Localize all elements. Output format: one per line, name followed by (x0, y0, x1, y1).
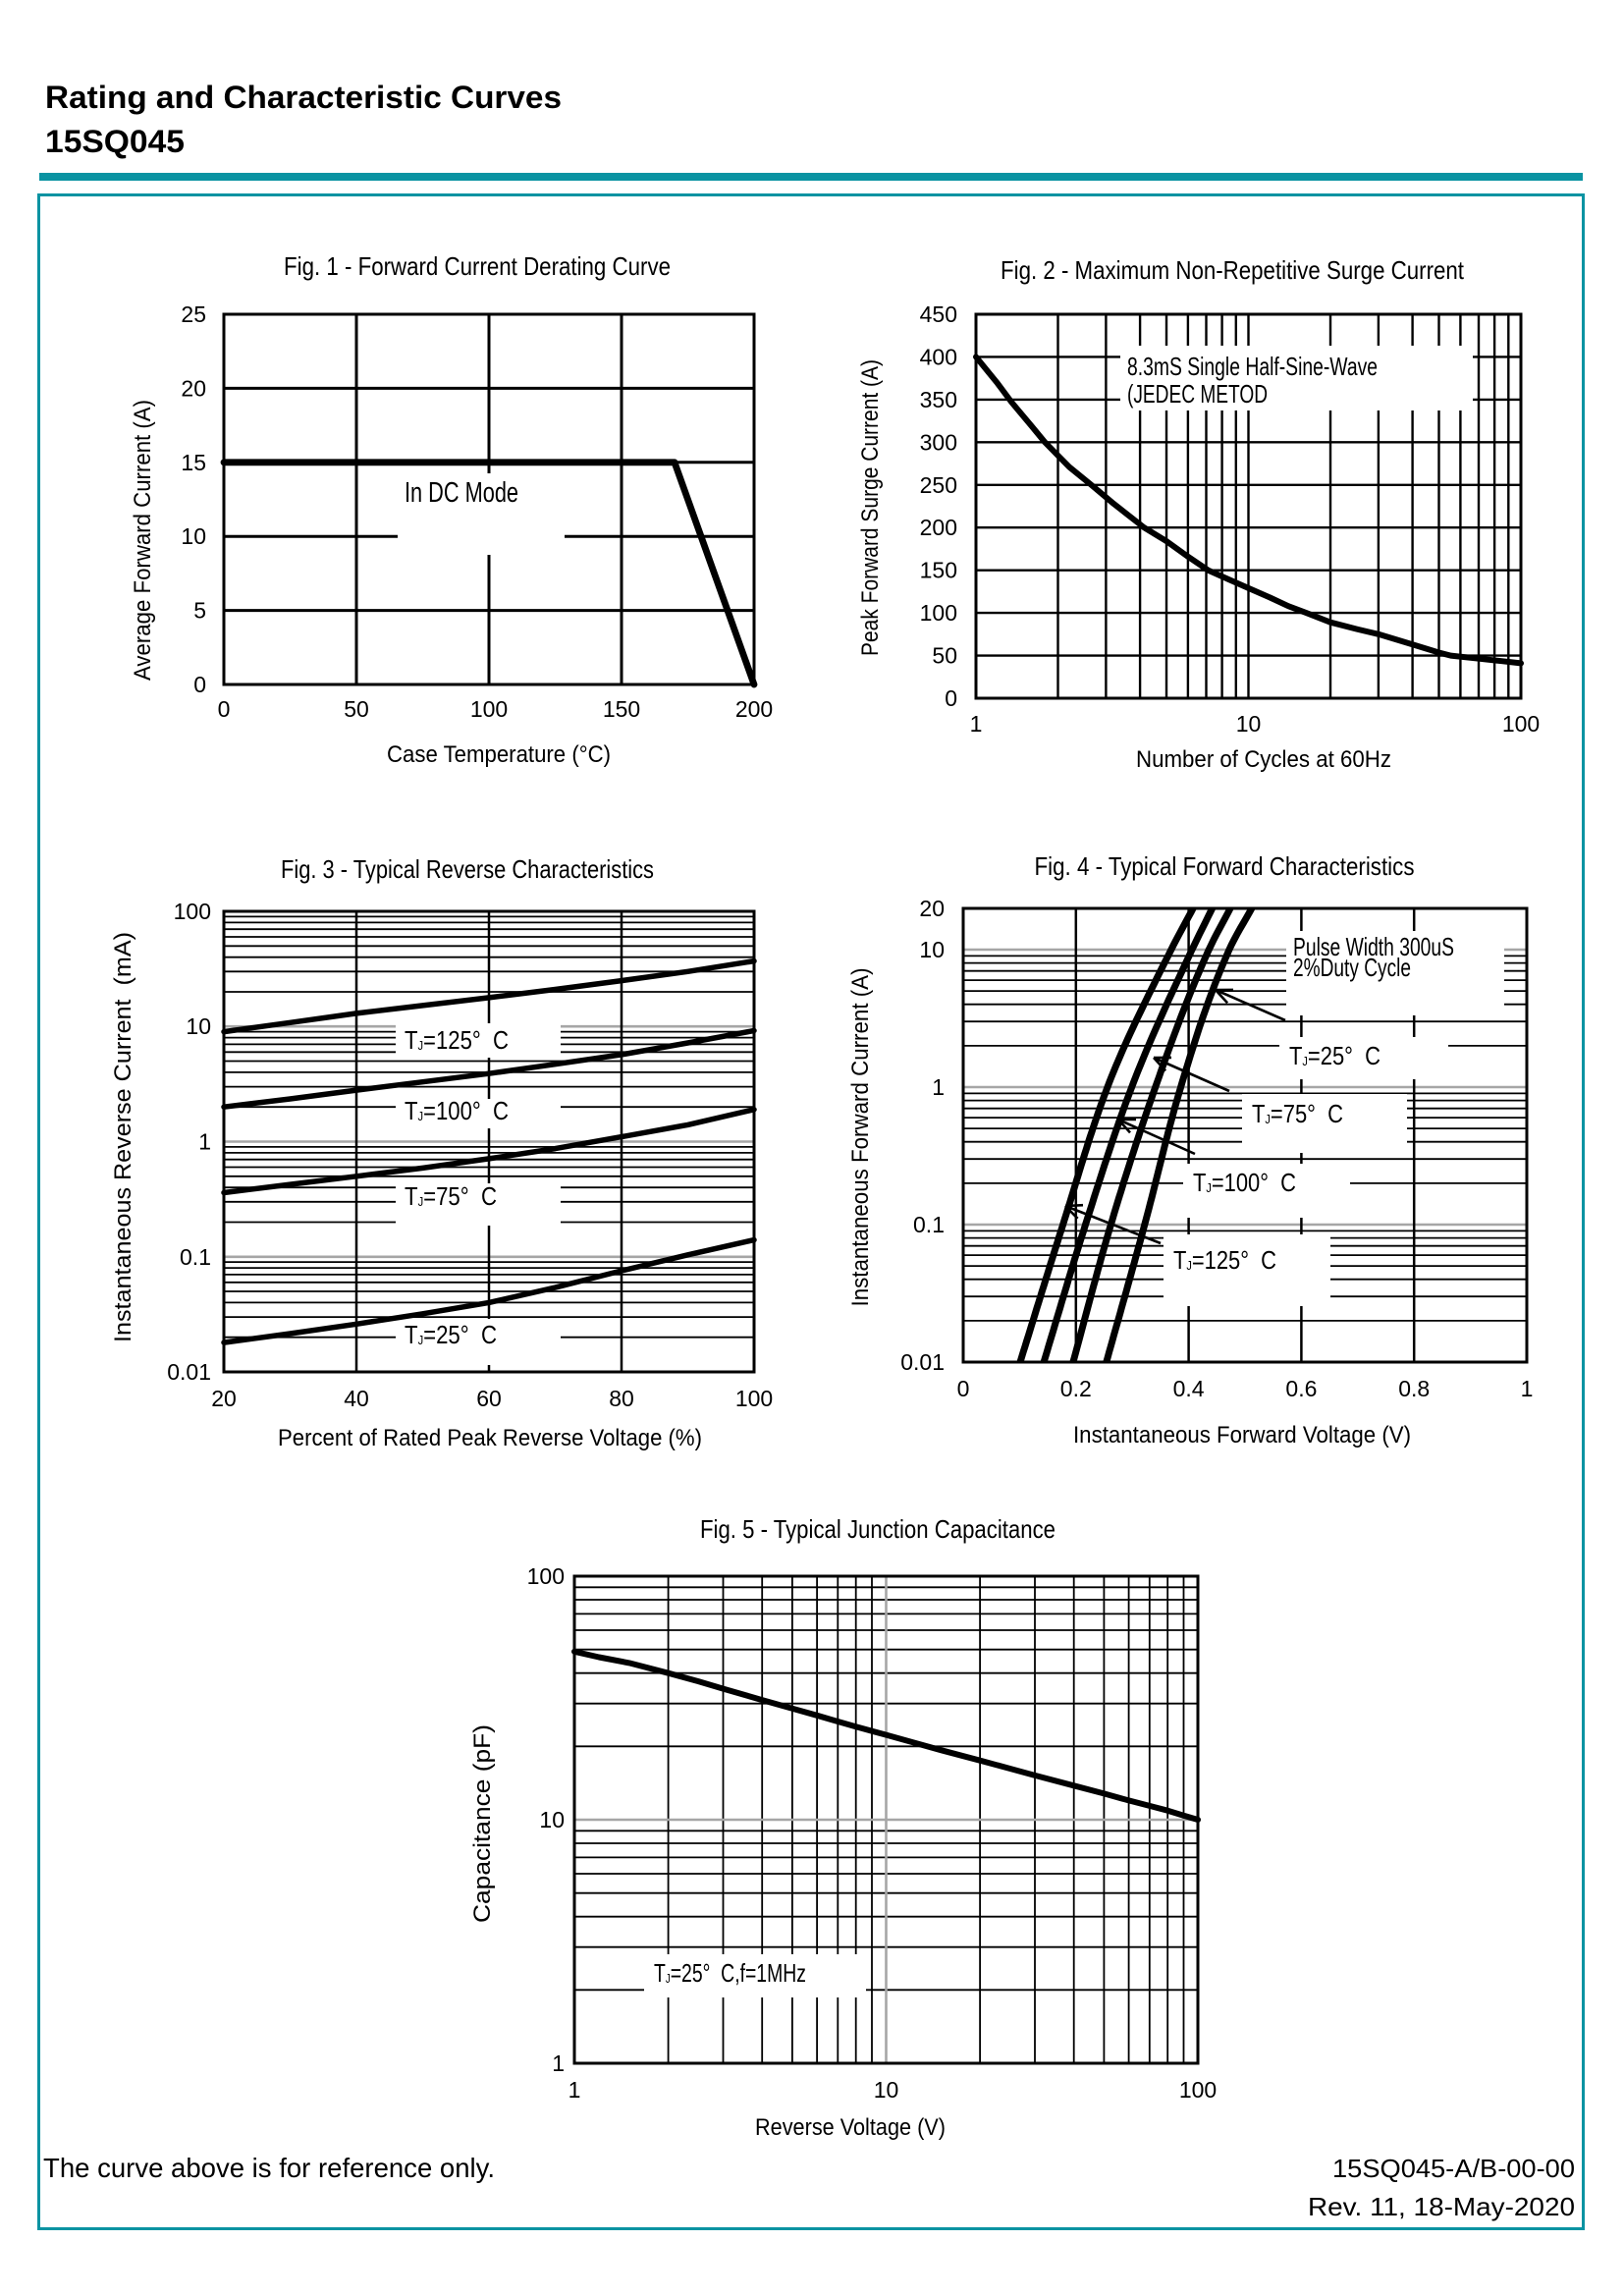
svg-text:Percent of Rated Peak Reverse: Percent of Rated Peak Reverse Voltage (%… (278, 1425, 702, 1451)
svg-text:0: 0 (193, 672, 206, 697)
svg-text:200: 200 (735, 696, 773, 722)
svg-text:1: 1 (568, 2077, 581, 2103)
svg-text:0: 0 (957, 1376, 970, 1401)
svg-text:0.6: 0.6 (1285, 1376, 1317, 1401)
svg-text:15: 15 (181, 450, 206, 475)
svg-text:TJ=25° C: TJ=25° C (405, 1320, 497, 1349)
svg-text:Number of Cycles at 60Hz: Number of Cycles at 60Hz (1136, 746, 1391, 773)
svg-text:0.1: 0.1 (913, 1212, 945, 1237)
svg-text:15SQ045-A/B-00-00: 15SQ045-A/B-00-00 (1332, 2154, 1575, 2183)
svg-text:Instantaneous Forward Voltage: Instantaneous Forward Voltage (V) (1073, 1422, 1411, 1449)
svg-text:150: 150 (920, 558, 957, 583)
svg-text:8.3mS Single Half-Sine-Wave: 8.3mS Single Half-Sine-Wave (1127, 352, 1378, 381)
svg-text:100: 100 (470, 696, 508, 722)
svg-text:100: 100 (174, 899, 211, 924)
svg-text:1: 1 (1521, 1376, 1534, 1401)
svg-text:Reverse Voltage (V): Reverse Voltage (V) (755, 2114, 946, 2141)
svg-text:TJ=125° C: TJ=125° C (405, 1025, 509, 1055)
svg-text:200: 200 (920, 515, 957, 540)
svg-text:0.01: 0.01 (167, 1359, 211, 1385)
svg-text:100: 100 (527, 1563, 565, 1589)
svg-text:15SQ045: 15SQ045 (45, 124, 185, 159)
svg-text:100: 100 (920, 600, 957, 626)
svg-text:Capacitance (pF): Capacitance (pF) (469, 1724, 496, 1923)
svg-text:300: 300 (920, 429, 957, 455)
svg-text:0: 0 (945, 685, 957, 711)
svg-text:Fig. 3 - Typical Reverse Chara: Fig. 3 - Typical Reverse Characteristics (281, 854, 654, 884)
svg-text:The curve above is for referen: The curve above is for reference only. (43, 2153, 495, 2183)
svg-text:60: 60 (476, 1386, 502, 1411)
svg-text:Rev. 11, 18-May-2020: Rev. 11, 18-May-2020 (1308, 2192, 1575, 2221)
svg-text:80: 80 (609, 1386, 634, 1411)
svg-text:10: 10 (919, 937, 945, 962)
svg-text:2%Duty Cycle: 2%Duty Cycle (1293, 953, 1411, 982)
svg-text:Fig. 4 - Typical Forward Chara: Fig. 4 - Typical Forward Characteristics (1035, 851, 1415, 881)
svg-text:TJ=25° C,f=1MHz: TJ=25° C,f=1MHz (654, 1958, 806, 1988)
svg-text:0.01: 0.01 (900, 1349, 945, 1375)
svg-text:0.4: 0.4 (1173, 1376, 1205, 1401)
svg-text:20: 20 (919, 896, 945, 921)
svg-text:1: 1 (970, 711, 983, 737)
svg-text:20: 20 (181, 375, 206, 401)
svg-text:Instantaneous Forward Current: Instantaneous Forward Current (A) (847, 968, 874, 1307)
svg-text:(JEDEC METOD: (JEDEC METOD (1127, 379, 1268, 409)
svg-text:Case Temperature (°C): Case Temperature (°C) (387, 741, 611, 768)
svg-text:1: 1 (198, 1129, 211, 1155)
svg-text:Pulse Width 300uS: Pulse Width 300uS (1293, 932, 1454, 961)
svg-text:Fig. 5 - Typical Junction Capa: Fig. 5 - Typical Junction Capacitance (700, 1514, 1056, 1544)
svg-text:Instantaneous Reverse Current: Instantaneous Reverse Current (mA) (110, 932, 136, 1342)
svg-text:0.2: 0.2 (1060, 1376, 1092, 1401)
svg-text:0.8: 0.8 (1398, 1376, 1430, 1401)
svg-text:450: 450 (920, 301, 957, 327)
svg-text:10: 10 (181, 523, 206, 549)
svg-text:10: 10 (539, 1807, 565, 1832)
svg-text:1: 1 (932, 1074, 945, 1100)
svg-text:Average Forward Current (A): Average Forward Current (A) (130, 400, 156, 681)
svg-text:Fig. 1 - Forward Current Derat: Fig. 1 - Forward Current Derating Curve (284, 251, 671, 281)
svg-text:20: 20 (211, 1386, 237, 1411)
svg-text:1: 1 (552, 2050, 565, 2076)
svg-text:Peak Forward Surge Current (A): Peak Forward Surge Current (A) (857, 359, 884, 656)
svg-text:0.1: 0.1 (180, 1244, 211, 1270)
svg-text:100: 100 (1502, 711, 1540, 737)
svg-text:50: 50 (932, 643, 957, 669)
svg-text:In DC Mode: In DC Mode (405, 477, 518, 509)
svg-text:10: 10 (186, 1013, 211, 1039)
svg-text:50: 50 (344, 696, 369, 722)
svg-text:350: 350 (920, 387, 957, 412)
svg-text:400: 400 (920, 344, 957, 369)
svg-text:Rating and Characteristic Curv: Rating and Characteristic Curves (45, 80, 562, 115)
svg-text:100: 100 (1179, 2077, 1217, 2103)
svg-text:100: 100 (735, 1386, 773, 1411)
svg-text:40: 40 (344, 1386, 369, 1411)
svg-text:250: 250 (920, 472, 957, 498)
svg-text:5: 5 (193, 598, 206, 624)
svg-text:150: 150 (603, 696, 640, 722)
svg-text:Fig. 2 - Maximum Non-Repetitiv: Fig. 2 - Maximum Non-Repetitive Surge Cu… (1001, 255, 1465, 285)
svg-text:0: 0 (218, 696, 231, 722)
svg-text:10: 10 (874, 2077, 899, 2103)
svg-text:10: 10 (1236, 711, 1262, 737)
svg-text:25: 25 (181, 301, 206, 327)
